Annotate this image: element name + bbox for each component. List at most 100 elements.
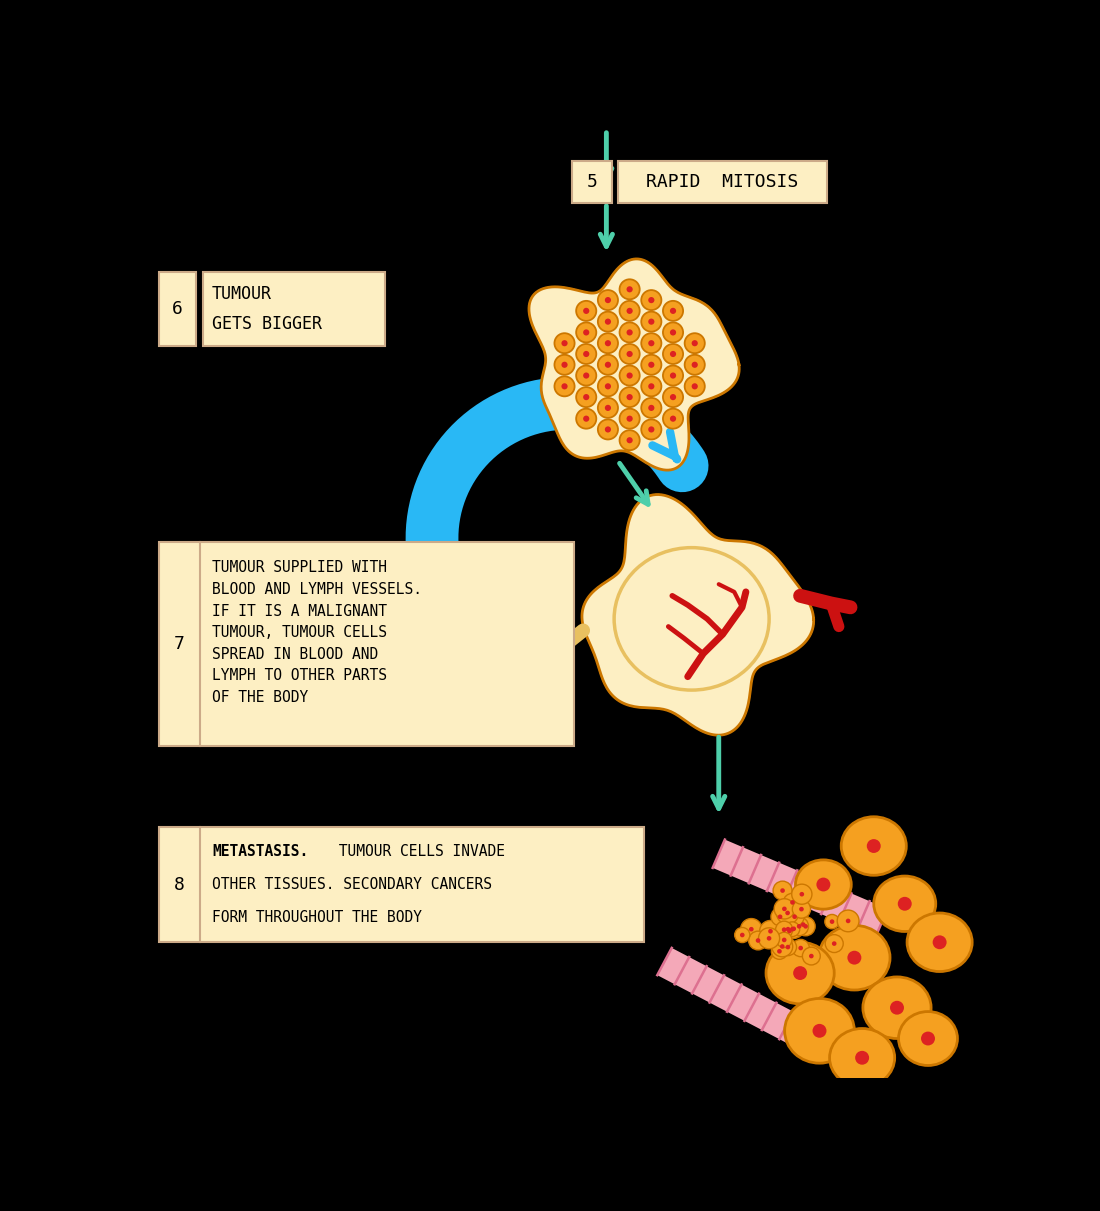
Circle shape <box>767 936 771 941</box>
Circle shape <box>670 415 676 421</box>
Circle shape <box>684 377 705 396</box>
Ellipse shape <box>829 1028 894 1087</box>
Circle shape <box>799 946 803 951</box>
Circle shape <box>781 923 798 940</box>
Circle shape <box>597 377 618 396</box>
Circle shape <box>641 398 661 418</box>
Circle shape <box>785 907 804 926</box>
Circle shape <box>735 928 750 942</box>
Circle shape <box>627 373 632 379</box>
Text: FORM THROUGHOUT THE BODY: FORM THROUGHOUT THE BODY <box>212 911 422 925</box>
Circle shape <box>790 926 794 931</box>
Circle shape <box>648 426 654 432</box>
Circle shape <box>605 297 610 303</box>
Circle shape <box>597 398 618 418</box>
Circle shape <box>605 383 610 390</box>
Circle shape <box>605 362 610 368</box>
Circle shape <box>663 344 683 365</box>
Circle shape <box>648 404 654 411</box>
Circle shape <box>792 914 796 919</box>
Circle shape <box>663 408 683 429</box>
Circle shape <box>780 888 785 893</box>
Circle shape <box>561 340 568 346</box>
Circle shape <box>933 935 947 949</box>
Circle shape <box>784 919 803 939</box>
Circle shape <box>782 928 786 932</box>
Circle shape <box>855 1051 869 1064</box>
Circle shape <box>790 900 795 905</box>
Circle shape <box>760 920 781 942</box>
Circle shape <box>779 939 796 955</box>
Circle shape <box>663 388 683 407</box>
Circle shape <box>627 394 632 400</box>
Polygon shape <box>713 839 888 937</box>
Circle shape <box>792 884 812 905</box>
Text: TUMOUR CELLS INVADE: TUMOUR CELLS INVADE <box>330 844 505 859</box>
Circle shape <box>663 300 683 321</box>
Circle shape <box>597 311 618 332</box>
FancyBboxPatch shape <box>160 827 644 942</box>
Circle shape <box>648 340 654 346</box>
Circle shape <box>816 878 831 891</box>
Ellipse shape <box>795 860 851 909</box>
Circle shape <box>825 935 844 953</box>
Text: TUMOUR SUPPLIED WITH
BLOOD AND LYMPH VESSELS.
IF IT IS A MALIGNANT
TUMOUR, TUMOU: TUMOUR SUPPLIED WITH BLOOD AND LYMPH VES… <box>212 561 422 705</box>
Circle shape <box>832 941 836 946</box>
Circle shape <box>583 415 590 421</box>
Circle shape <box>783 894 802 912</box>
Circle shape <box>597 333 618 354</box>
Circle shape <box>663 366 683 385</box>
Circle shape <box>605 426 610 432</box>
Circle shape <box>670 308 676 314</box>
Circle shape <box>825 914 839 929</box>
Circle shape <box>670 329 676 335</box>
Ellipse shape <box>873 876 936 931</box>
Circle shape <box>627 437 632 443</box>
Circle shape <box>780 945 784 948</box>
Circle shape <box>772 936 793 957</box>
Circle shape <box>576 344 596 365</box>
Circle shape <box>788 929 792 934</box>
Circle shape <box>790 917 808 936</box>
FancyBboxPatch shape <box>202 272 385 345</box>
Ellipse shape <box>899 1011 957 1066</box>
Text: METASTASIS.: METASTASIS. <box>212 844 308 859</box>
Polygon shape <box>658 948 811 1049</box>
Circle shape <box>561 383 568 390</box>
Ellipse shape <box>766 942 834 1004</box>
Circle shape <box>777 932 792 948</box>
Ellipse shape <box>842 816 906 876</box>
Circle shape <box>801 923 805 926</box>
Circle shape <box>808 954 814 958</box>
Circle shape <box>641 419 661 440</box>
Circle shape <box>780 922 796 937</box>
Circle shape <box>627 329 632 335</box>
Circle shape <box>692 383 697 390</box>
Circle shape <box>803 924 807 929</box>
Circle shape <box>776 922 793 939</box>
Circle shape <box>792 900 811 918</box>
Circle shape <box>605 404 610 411</box>
Circle shape <box>670 373 676 379</box>
Circle shape <box>782 907 786 911</box>
Text: RAPID  MITOSIS: RAPID MITOSIS <box>647 173 799 191</box>
Circle shape <box>641 311 661 332</box>
Circle shape <box>768 929 773 934</box>
Circle shape <box>576 388 596 407</box>
Circle shape <box>605 318 610 325</box>
Circle shape <box>756 939 760 943</box>
Circle shape <box>785 945 790 949</box>
Circle shape <box>778 914 782 919</box>
Circle shape <box>777 949 782 953</box>
Text: 8: 8 <box>174 876 185 894</box>
Circle shape <box>641 377 661 396</box>
Circle shape <box>627 415 632 421</box>
FancyBboxPatch shape <box>160 541 574 746</box>
Circle shape <box>641 333 661 354</box>
Ellipse shape <box>784 999 855 1063</box>
Circle shape <box>749 926 754 931</box>
Circle shape <box>813 1023 826 1038</box>
Circle shape <box>619 430 640 450</box>
Circle shape <box>648 383 654 390</box>
Polygon shape <box>582 494 814 735</box>
